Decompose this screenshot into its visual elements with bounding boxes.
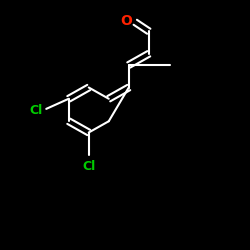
Text: O: O (120, 14, 132, 28)
Text: Cl: Cl (82, 160, 96, 173)
Text: Cl: Cl (29, 104, 42, 117)
